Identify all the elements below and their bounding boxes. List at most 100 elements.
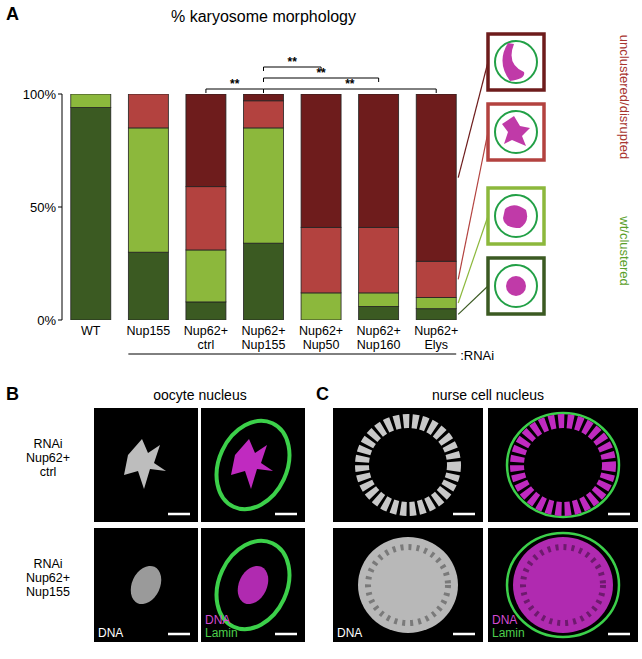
bar-segment [359, 306, 399, 320]
dna-texture [368, 547, 448, 623]
label-line: Elys [424, 338, 448, 352]
channel-label: DNA [337, 626, 362, 640]
legend-connector [458, 286, 488, 314]
legend-nucleus [495, 41, 537, 83]
bar-segment [71, 94, 111, 108]
bars [71, 94, 456, 320]
x-tick-label: Nup62+Nup155 [241, 324, 285, 352]
chart-title: % karyosome morphology [171, 8, 356, 25]
scale-bar [275, 633, 297, 636]
label-line: Nup62+ [26, 451, 70, 465]
legend-group-label: unclustered/disrupted [617, 35, 632, 159]
x-tick-label: WT [81, 324, 101, 338]
label-line: Nup62+ [299, 324, 343, 338]
label-line: Nup155 [242, 338, 286, 352]
legend-karyosome [503, 205, 527, 228]
label-line: Nup160 [357, 338, 401, 352]
micrograph [201, 408, 305, 522]
x-tick-label: Nup155 [126, 324, 170, 338]
bar-segment [71, 94, 111, 95]
bar-segment [359, 293, 399, 307]
scale-bar [608, 513, 630, 516]
micrograph [333, 528, 483, 642]
label-line: Nup155 [26, 585, 70, 599]
bar-segment [71, 108, 111, 320]
bar-segment [359, 227, 399, 293]
dna-signal [362, 421, 454, 509]
legend-connector [458, 62, 488, 178]
micrograph [201, 528, 305, 642]
y-tick-label: 100% [23, 87, 57, 102]
row-label: RNAiNup62+ctrl [26, 437, 70, 479]
panel-title: oocyte nucleus [153, 387, 246, 403]
row-label: RNAiNup62+Nup155 [26, 557, 70, 599]
bar-segment [128, 94, 168, 128]
bar-segment [359, 94, 399, 227]
bar-segment [186, 302, 226, 320]
dna-signal [358, 537, 458, 633]
y-tick [58, 94, 62, 95]
bar-segment [301, 94, 341, 227]
legend-nucleus [495, 265, 537, 307]
legend-nucleus [495, 111, 537, 153]
label-line: RNAi [33, 437, 62, 451]
bar-segment [128, 94, 168, 95]
legend-icon [488, 104, 544, 160]
group-line [128, 354, 456, 355]
dna-signal [513, 537, 613, 633]
lamin-ring [203, 409, 304, 521]
panel-label: B [6, 384, 19, 404]
scale-bar [168, 633, 190, 636]
scale-bar [275, 513, 297, 516]
significance-label: ** [288, 55, 298, 69]
group-label: :RNAi [460, 348, 494, 363]
dna-signal [517, 421, 609, 509]
legend-connector [458, 132, 488, 279]
x-tick-label: Nup62+ctrl [184, 324, 228, 352]
bar-segment [128, 128, 168, 252]
channel-label: DNA [205, 613, 230, 627]
panel-label: C [316, 384, 329, 404]
legend-icon [488, 188, 544, 244]
label-line: ctrl [40, 465, 57, 479]
scale-bar [453, 513, 475, 516]
bar-segment [186, 94, 226, 187]
label-line: Nup62+ [414, 324, 458, 338]
label-line: Nup62+ [26, 571, 70, 585]
dna-texture [523, 547, 603, 623]
bar-segment [244, 94, 284, 101]
bar-segment [128, 252, 168, 320]
lamin-ring [507, 413, 619, 517]
legend-icon [488, 34, 544, 90]
label-line: Nup62+ [357, 324, 401, 338]
bar-segment [416, 94, 456, 261]
legend-karyosome [502, 43, 524, 81]
legend-group-label: wt/clustered [617, 215, 632, 285]
micrograph [94, 528, 198, 642]
significance-label: ** [345, 77, 355, 91]
micrograph [333, 408, 483, 522]
channel-label: DNA [492, 613, 517, 627]
micrograph [94, 408, 198, 522]
label-line: RNAi [33, 557, 62, 571]
bar-segment [301, 227, 341, 293]
significance-label: ** [230, 77, 240, 91]
y-tick [58, 207, 62, 208]
bar-segment [244, 101, 284, 128]
label-line: Nup62+ [184, 324, 228, 338]
channel-label: DNA [98, 626, 123, 640]
dna-signal [125, 561, 167, 609]
legend-karyosome [502, 116, 530, 146]
scale-bar [453, 633, 475, 636]
bar-segment [71, 94, 111, 95]
x-tick-label: Nup62+Nup50 [299, 324, 343, 352]
x-tick-label: Nup62+Nup160 [357, 324, 401, 352]
lamin-ring [507, 533, 619, 637]
micrograph [488, 408, 638, 522]
scale-bar [168, 513, 190, 516]
legend-nucleus [495, 195, 537, 237]
label-line: Nup62+ [241, 324, 285, 338]
dna-signal [232, 561, 274, 609]
dna-signal [124, 439, 166, 489]
dna-signal [231, 439, 273, 489]
